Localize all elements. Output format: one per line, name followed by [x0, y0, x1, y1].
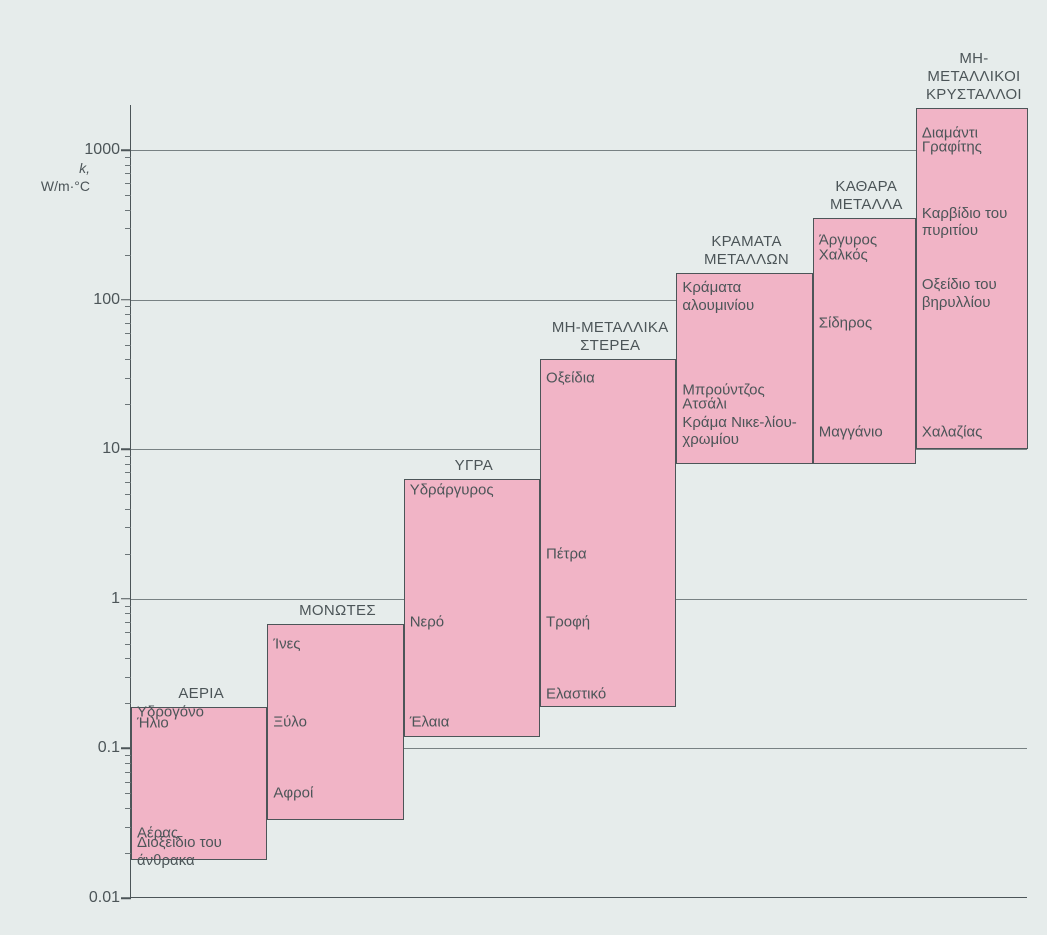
y-minor-tick — [125, 456, 131, 457]
category-item: Κράματα αλουμινίου — [682, 279, 810, 314]
y-minor-tick — [125, 210, 131, 211]
y-minor-tick — [125, 482, 131, 483]
y-tick-mark — [121, 748, 131, 750]
category-item: Καρβίδιο του πυριτίου — [922, 205, 1026, 240]
category-nonmetal-crystals: ΜΗ-ΜΕΤΑΛΛΙΚΟΙ ΚΡΥΣΤΑΛΛΟΙΔιαμάντιΓραφίτης… — [916, 108, 1028, 449]
y-minor-tick — [125, 527, 131, 528]
category-header: ΚΑΘΑΡΑ ΜΕΤΑΛΛΑ — [813, 178, 920, 218]
y-minor-tick — [125, 378, 131, 379]
y-tick-label: 100 — [60, 291, 120, 309]
y-minor-tick — [125, 613, 131, 614]
y-minor-tick — [125, 314, 131, 315]
category-gases: ΑΕΡΙΑΥδρογόνοΉλιοΑέραςΔιοξείδιο του άνθρ… — [131, 707, 267, 860]
gridline — [131, 150, 1027, 151]
y-minor-tick — [125, 359, 131, 360]
y-tick-label: 0.01 — [60, 889, 120, 907]
category-box — [540, 359, 676, 707]
category-item: Οξείδιο του βηρυλλίου — [922, 276, 1026, 311]
category-item: Αφροί — [273, 785, 401, 802]
y-minor-tick — [125, 494, 131, 495]
y-minor-tick — [125, 644, 131, 645]
category-box — [404, 479, 540, 736]
category-item: Χαλαζίας — [922, 424, 1026, 441]
category-item: Έλαια — [410, 713, 538, 730]
category-liquids: ΥΓΡΑΥδράργυροςΝερόΈλαια — [404, 479, 540, 736]
y-minor-tick — [125, 404, 131, 405]
y-tick-labels-container: 0.01 0.1 1 10 100 1000 — [55, 0, 120, 935]
category-pure-metals: ΚΑΘΑΡΑ ΜΕΤΑΛΛΑΆργυροςΧαλκόςΣίδηροςΜαγγάν… — [813, 218, 916, 463]
category-item: Σίδηρος — [819, 314, 914, 331]
y-minor-tick — [125, 195, 131, 196]
y-minor-tick — [125, 345, 131, 346]
y-minor-tick — [125, 306, 131, 307]
page-root: k, W/m·°C 0.010.11101001000 ΑΕΡΙΑΥδρογόν… — [0, 0, 1047, 935]
category-header: ΜΟΝΩΤΕΣ — [267, 602, 407, 624]
category-nonmetal-solids: ΜΗ-ΜΕΤΑΛΛΙΚΑ ΣΤΕΡΕΑΟξείδιαΠέτραΤροφήΕλασ… — [540, 359, 676, 707]
y-tick-label: 0.1 — [60, 739, 120, 757]
y-minor-tick — [125, 157, 131, 158]
category-item: Γραφίτης — [922, 138, 1026, 155]
category-item: Ίνες — [273, 635, 401, 652]
y-minor-tick — [125, 165, 131, 166]
y-minor-tick — [125, 677, 131, 678]
y-minor-tick — [125, 606, 131, 607]
y-minor-tick — [125, 333, 131, 334]
y-tick-label: 1000 — [60, 141, 120, 159]
category-header: ΜΗ-ΜΕΤΑΛΛΙΚΟΙ ΚΡΥΣΤΑΛΛΟΙ — [916, 50, 1032, 108]
y-minor-tick — [125, 323, 131, 324]
y-minor-tick — [125, 472, 131, 473]
category-item: Υδράργυρος — [410, 482, 538, 499]
category-item: Ξύλο — [273, 713, 401, 730]
y-minor-tick — [125, 228, 131, 229]
category-item: Τροφή — [546, 613, 674, 630]
y-tick-label: 10 — [60, 440, 120, 458]
category-item: Ελαστικό — [546, 686, 674, 703]
category-item: Ήλιο — [137, 714, 265, 731]
y-tick-mark — [121, 299, 131, 301]
category-insulators: ΜΟΝΩΤΕΣΊνεςΞύλοΑφροί — [267, 624, 403, 821]
category-header: ΚΡΑΜΑΤΑ ΜΕΤΑΛΛΩΝ — [676, 233, 816, 273]
y-minor-tick — [125, 255, 131, 256]
category-item: Μαγγάνιο — [819, 424, 914, 441]
category-alloys: ΚΡΑΜΑΤΑ ΜΕΤΑΛΛΩΝΚράματα αλουμινίουΜπρούν… — [676, 273, 812, 463]
category-item: Πέτρα — [546, 545, 674, 562]
category-header: ΜΗ-ΜΕΤΑΛΛΙΚΑ ΣΤΕΡΕΑ — [540, 319, 680, 359]
y-minor-tick — [125, 464, 131, 465]
category-item: Ατσάλι — [682, 396, 810, 413]
y-minor-tick — [125, 622, 131, 623]
y-minor-tick — [125, 509, 131, 510]
y-tick-mark — [121, 448, 131, 450]
category-header: ΥΓΡΑ — [404, 457, 544, 479]
category-item: Νερό — [410, 613, 538, 630]
y-tick-label: 1 — [60, 590, 120, 608]
category-item: Διοξείδιο του άνθρακα — [137, 834, 265, 869]
category-item: Οξείδια — [546, 369, 674, 386]
y-minor-tick — [125, 554, 131, 555]
y-minor-tick — [125, 658, 131, 659]
y-minor-tick — [125, 183, 131, 184]
y-tick-mark — [121, 149, 131, 151]
y-minor-tick — [125, 632, 131, 633]
plot-area: ΑΕΡΙΑΥδρογόνοΉλιοΑέραςΔιοξείδιο του άνθρ… — [130, 105, 1027, 898]
category-item: Χαλκός — [819, 246, 914, 263]
y-tick-mark — [121, 897, 131, 899]
category-item: Κράμα Νικε-λίου-χρωμίου — [682, 413, 810, 448]
y-minor-tick — [125, 173, 131, 174]
y-tick-mark — [121, 598, 131, 600]
